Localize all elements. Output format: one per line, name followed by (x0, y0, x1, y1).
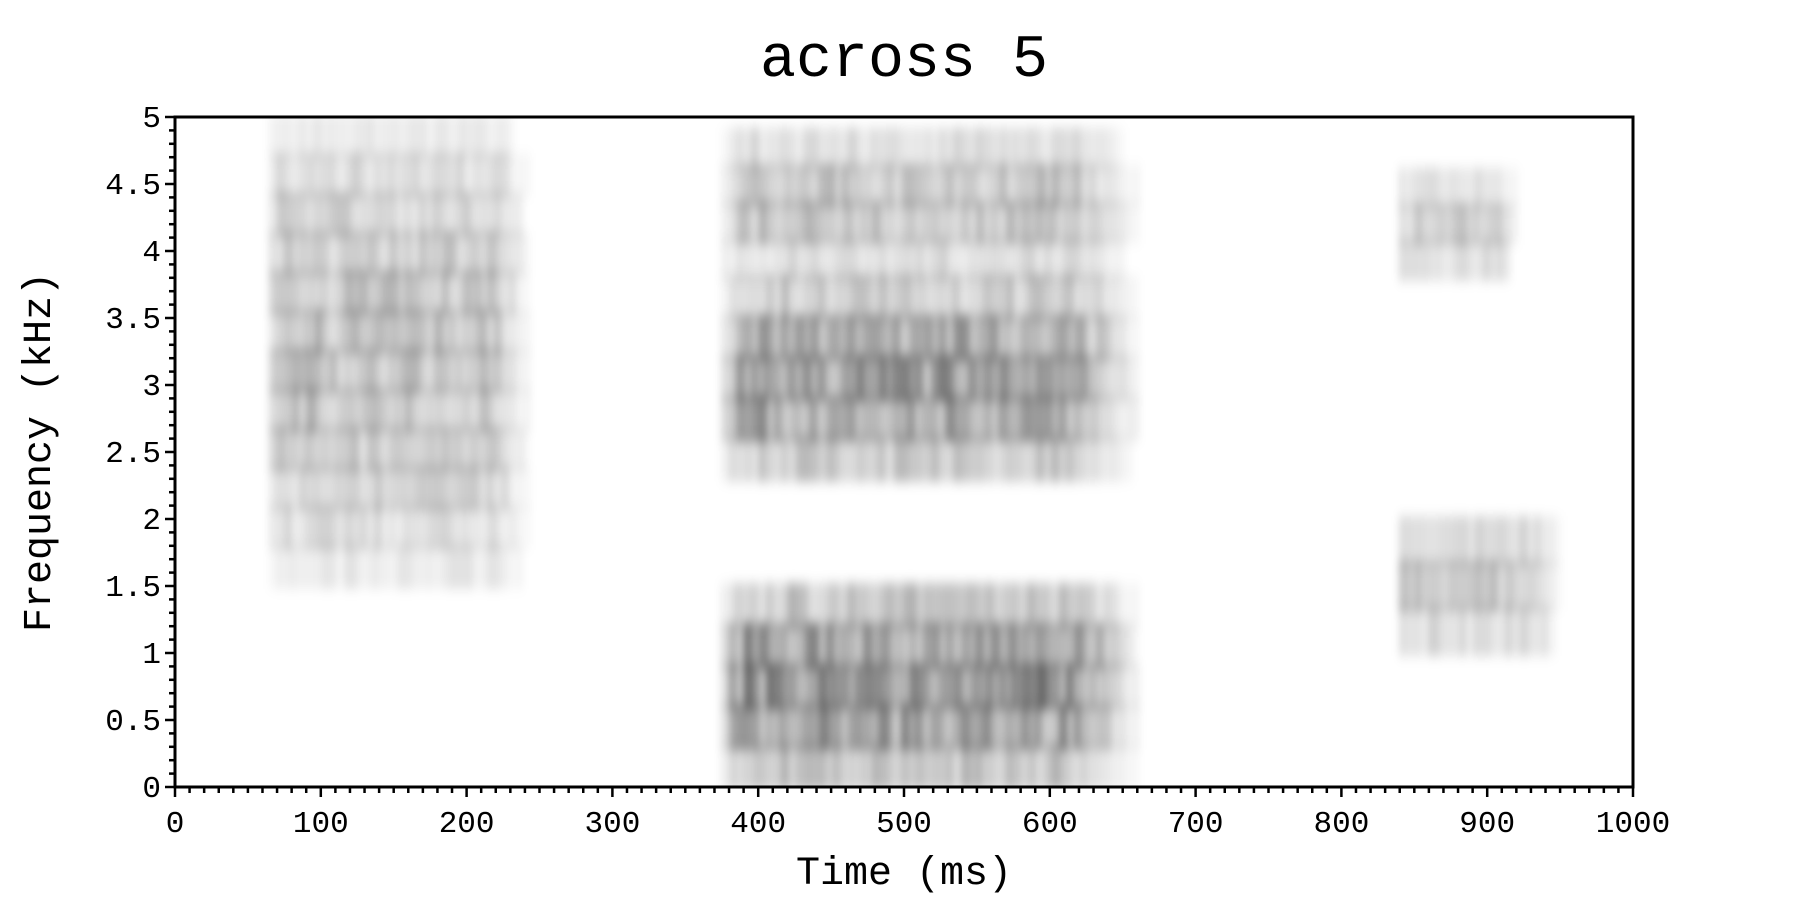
energy-region-cr (721, 583, 1140, 787)
x-tick-label: 400 (730, 807, 786, 842)
y-tick-label: 2 (142, 504, 161, 539)
x-tick-label: 500 (876, 807, 932, 842)
x-axis-label: Time (ms) (796, 852, 1012, 897)
x-tick-label: 200 (439, 807, 495, 842)
x-axis: 0 100 200 300 400 500 600 700 800 900 1000 (166, 787, 1670, 842)
energy-region-ss (1399, 516, 1562, 656)
energy-region-o (721, 127, 1140, 281)
y-tick-label: 1 (142, 638, 161, 673)
energy-region-a (269, 117, 531, 589)
y-tick-label: 4 (142, 236, 161, 271)
x-tick-label: 0 (166, 807, 185, 842)
y-tick-label: 1.5 (105, 571, 161, 606)
x-tick-label: 600 (1022, 807, 1078, 842)
y-tick-label: 2.5 (105, 437, 161, 472)
y-tick-label: 4.5 (105, 169, 161, 204)
y-tick-label: 5 (142, 102, 161, 137)
y-axis-label: Frequency (kHz) (18, 272, 63, 632)
energy-region-cr (721, 274, 1139, 482)
x-tick-label: 300 (584, 807, 640, 842)
x-tick-label: 700 (1168, 807, 1224, 842)
y-axis: 0 0.5 1 1.5 2 2.5 3 3.5 4 4.5 5 (105, 102, 175, 807)
y-tick-label: 3.5 (105, 303, 161, 338)
x-tick-label: 900 (1459, 807, 1515, 842)
x-tick-label: 800 (1313, 807, 1369, 842)
y-tick-label: 0 (142, 772, 161, 807)
x-tick-label: 1000 (1596, 807, 1670, 842)
spectrogram-plot-area (269, 117, 1562, 787)
chart-title: across 5 (760, 27, 1048, 95)
energy-region-ss (1399, 167, 1518, 281)
y-tick-label: 3 (142, 370, 161, 405)
y-tick-label: 0.5 (105, 705, 161, 740)
x-tick-label: 100 (293, 807, 349, 842)
